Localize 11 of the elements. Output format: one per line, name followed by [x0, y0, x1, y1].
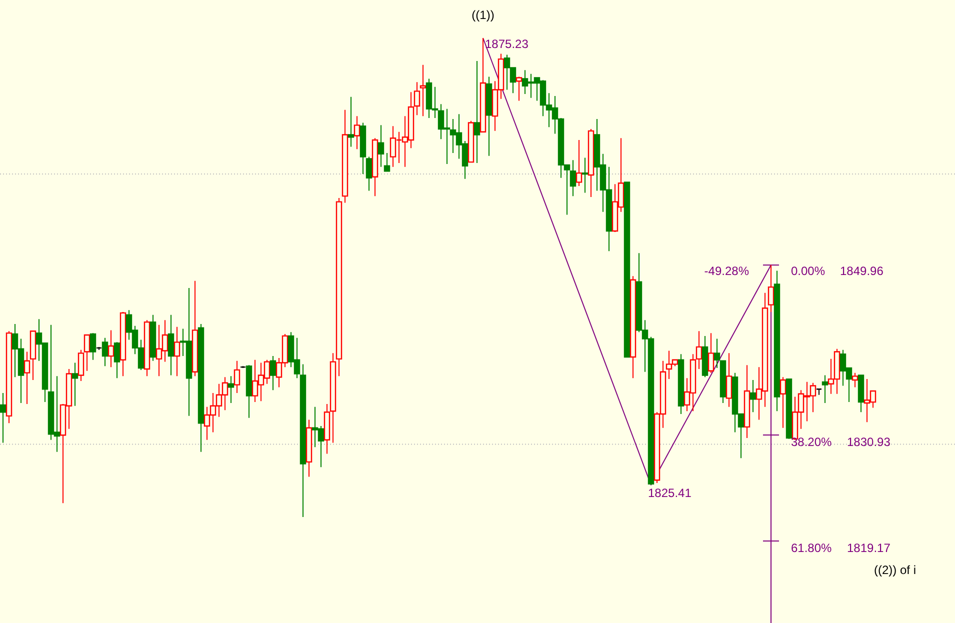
annotation: 1849.96 — [840, 264, 884, 278]
annotation: 1875.23 — [485, 37, 529, 51]
text: ((1)) — [472, 8, 494, 22]
annotation: 0.00% — [791, 264, 826, 278]
text: 61.80% — [791, 541, 832, 555]
annotation: 38.20% — [791, 435, 832, 449]
text: ((2)) of i — [874, 563, 916, 577]
annotation: 1825.41 — [648, 486, 692, 500]
annotation: 1830.93 — [847, 435, 891, 449]
annotation: -49.28% — [704, 264, 750, 278]
text: 1819.17 — [847, 541, 891, 555]
